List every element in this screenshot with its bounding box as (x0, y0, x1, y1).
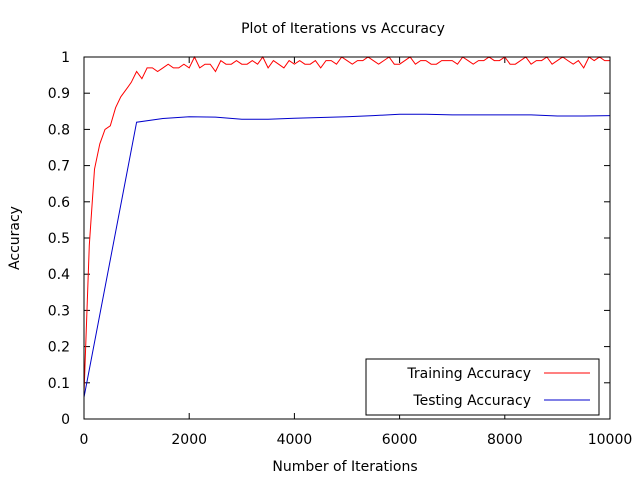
y-axis-label: Accuracy (7, 206, 23, 270)
legend-label: Training Accuracy (406, 366, 531, 382)
y-tick-label: 0.8 (48, 122, 70, 138)
series-line-testing (83, 113, 611, 398)
x-tick-label: 4000 (277, 432, 313, 448)
y-tick-label: 0.5 (48, 231, 70, 247)
y-tick-label: 1 (61, 50, 70, 66)
y-tick-label: 0.7 (48, 159, 70, 175)
x-tick-label: 0 (80, 432, 89, 448)
y-tick-label: 0.1 (48, 376, 70, 392)
x-tick-label: 6000 (382, 432, 418, 448)
series-layer (83, 55, 611, 398)
y-tick-label: 0.2 (48, 340, 70, 356)
y-axis: 0 0.1 0.2 0.3 0.4 0.5 0.6 0.7 0.8 0.9 1 (48, 50, 610, 428)
y-tick-label: 0.6 (48, 195, 70, 211)
y-tick-label: 0.3 (48, 303, 70, 319)
legend-box (365, 358, 600, 416)
x-tick-label: 10000 (588, 432, 633, 448)
y-tick-label: 0 (61, 412, 70, 428)
x-axis-label: Number of Iterations (272, 459, 417, 475)
legend-label: Testing Accuracy (412, 393, 531, 409)
series-line-training (83, 55, 610, 394)
y-tick-label: 0.9 (48, 86, 70, 102)
x-tick-label: 2000 (171, 432, 207, 448)
x-tick-label: 8000 (487, 432, 523, 448)
x-axis: 0 2000 4000 6000 8000 10000 (80, 57, 633, 448)
legend: Training Accuracy Testing Accuracy (365, 358, 600, 416)
chart-title: Plot of Iterations vs Accuracy (241, 21, 445, 37)
y-tick-label: 0.4 (48, 267, 70, 283)
plot-frame (83, 56, 611, 420)
